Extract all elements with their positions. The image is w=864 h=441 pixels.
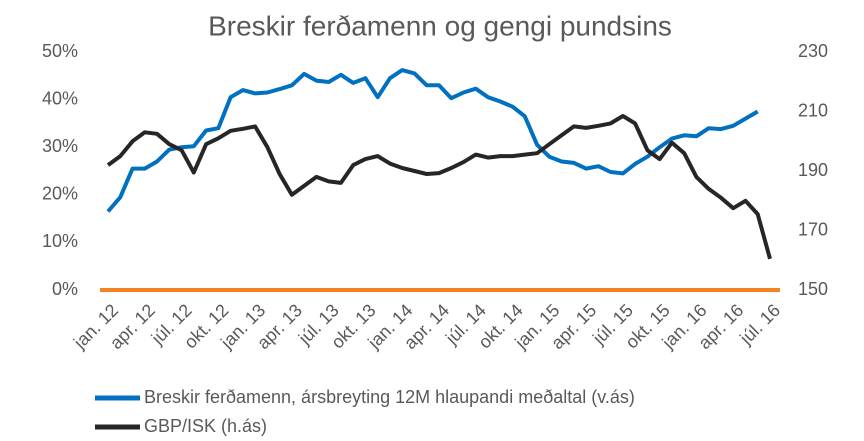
y2-tick-label: 190 <box>798 160 828 180</box>
x-tick-label: júl. 16 <box>735 300 784 349</box>
y2-tick-label: 170 <box>798 219 828 239</box>
y2-tick-label: 210 <box>798 100 828 120</box>
y-tick-label: 40% <box>42 88 78 108</box>
y2-tick-label: 150 <box>798 279 828 299</box>
y2-tick-label: 230 <box>798 41 828 61</box>
y-tick-label: 0% <box>52 279 78 299</box>
y-tick-label: 50% <box>42 41 78 61</box>
chart-title: Breskir ferðamenn og gengi pundsins <box>208 10 672 41</box>
series-line <box>106 114 772 260</box>
y-tick-label: 10% <box>42 231 78 251</box>
legend-label: Breskir ferðamenn, ársbreyting 12M hlaup… <box>144 387 635 407</box>
y-tick-label: 20% <box>42 184 78 204</box>
series-line <box>106 68 759 213</box>
legend-label: GBP/ISK (h.ás) <box>144 416 267 436</box>
y-tick-label: 30% <box>42 136 78 156</box>
